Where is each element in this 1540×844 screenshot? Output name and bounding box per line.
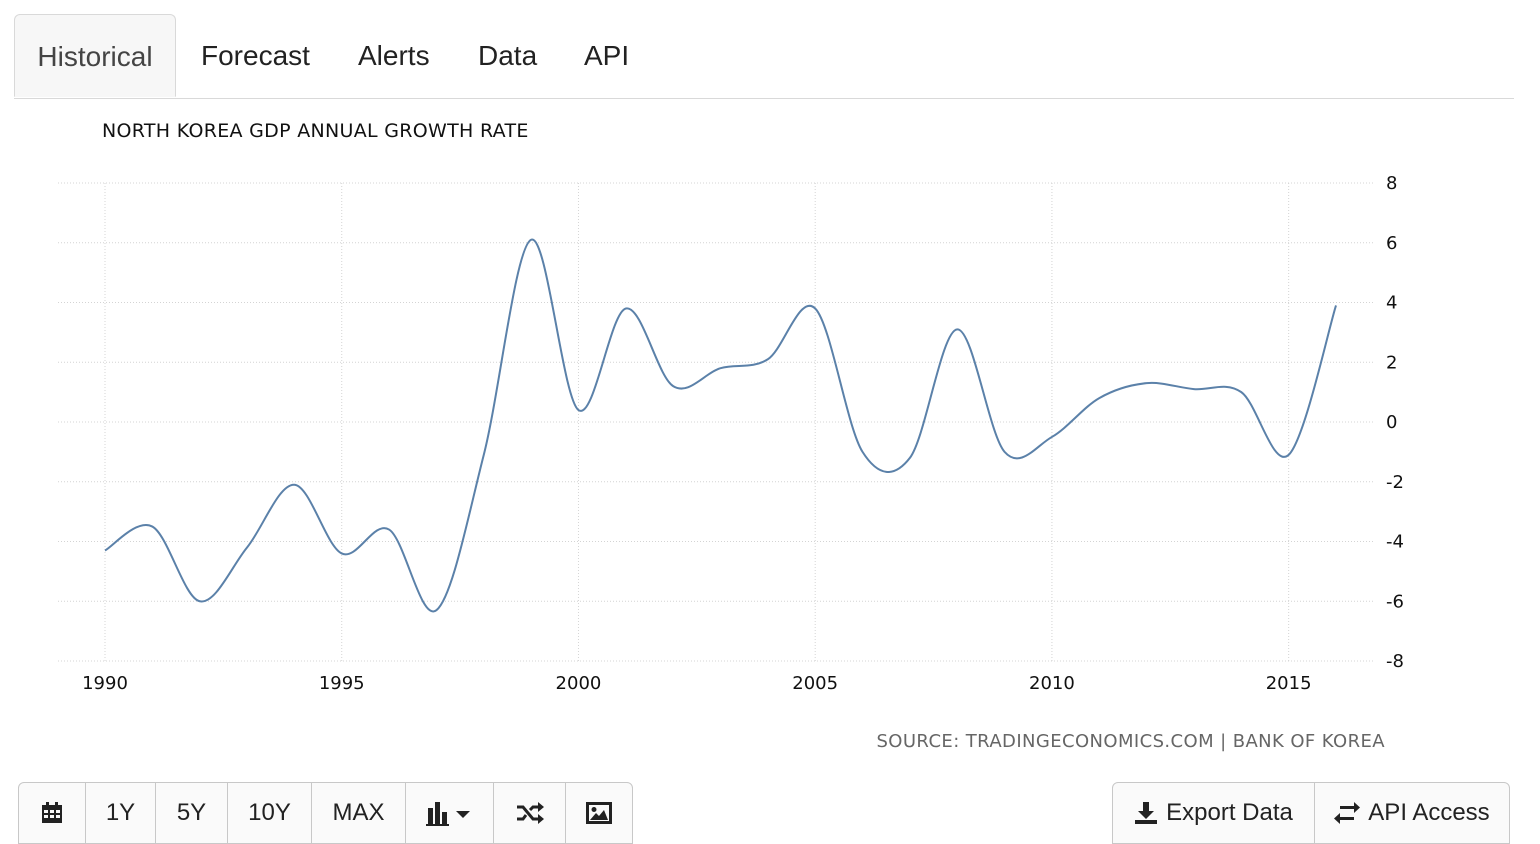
calendar-button[interactable]	[19, 783, 86, 843]
shuffle-icon	[516, 802, 544, 824]
bar-chart-icon	[425, 802, 470, 826]
y-tick-label: 2	[1386, 352, 1397, 373]
tab-historical[interactable]: Historical	[14, 14, 176, 97]
y-tick-label: -8	[1386, 651, 1404, 672]
chart-series	[104, 238, 1337, 613]
exchange-icon	[1334, 802, 1361, 824]
chart-toolbar: 1Y 5Y 10Y MAX	[18, 782, 633, 844]
compare-button[interactable]	[494, 783, 566, 843]
export-data-label: Export Data	[1166, 799, 1293, 826]
download-icon	[1135, 802, 1158, 824]
api-access-label: API Access	[1368, 799, 1490, 826]
export-toolbar: Export Data API Access	[1112, 782, 1510, 844]
y-axis: 8 6 4 2 0 -2 -4 -6 -8	[1386, 173, 1404, 672]
y-tick-label: 6	[1386, 233, 1397, 254]
y-tick-label: 4	[1386, 293, 1397, 314]
x-tick-label: 2005	[792, 673, 838, 694]
image-icon	[586, 802, 612, 824]
range-10y-button[interactable]: 10Y	[228, 783, 312, 843]
y-tick-label: -2	[1386, 472, 1404, 493]
tab-api[interactable]: API	[584, 40, 630, 71]
tab-forecast[interactable]: Forecast	[201, 40, 310, 71]
y-tick-label: -6	[1386, 591, 1404, 612]
chevron-down-icon	[455, 811, 470, 818]
x-tick-label: 1995	[319, 673, 365, 694]
y-tick-label: 8	[1386, 173, 1397, 194]
x-tick-label: 2015	[1266, 673, 1312, 694]
calendar-icon	[42, 802, 62, 823]
tab-bar: Historical Forecast Alerts Data API	[14, 14, 1514, 99]
x-tick-label: 2010	[1029, 673, 1075, 694]
chart-title: NORTH KOREA GDP ANNUAL GROWTH RATE	[102, 120, 529, 142]
x-tick-label: 1990	[82, 673, 128, 694]
chart-type-button[interactable]	[406, 783, 494, 843]
x-axis: 1990 1995 2000 2005 2010 2015	[82, 673, 1311, 694]
x-tick-label: 2000	[556, 673, 602, 694]
export-data-button[interactable]: Export Data	[1113, 783, 1315, 843]
y-tick-label: 0	[1386, 412, 1397, 433]
tab-data[interactable]: Data	[478, 40, 538, 71]
api-access-button[interactable]: API Access	[1315, 783, 1509, 843]
range-1y-button[interactable]: 1Y	[86, 783, 156, 843]
range-max-button[interactable]: MAX	[312, 783, 406, 843]
tab-alerts[interactable]: Alerts	[358, 40, 430, 71]
image-button[interactable]	[566, 783, 632, 843]
chart-grid	[58, 182, 1375, 662]
range-5y-button[interactable]: 5Y	[156, 783, 228, 843]
source-note: SOURCE: TRADINGECONOMICS.COM | BANK OF K…	[876, 731, 1385, 752]
series-line	[104, 238, 1337, 613]
y-tick-label: -4	[1386, 532, 1404, 553]
